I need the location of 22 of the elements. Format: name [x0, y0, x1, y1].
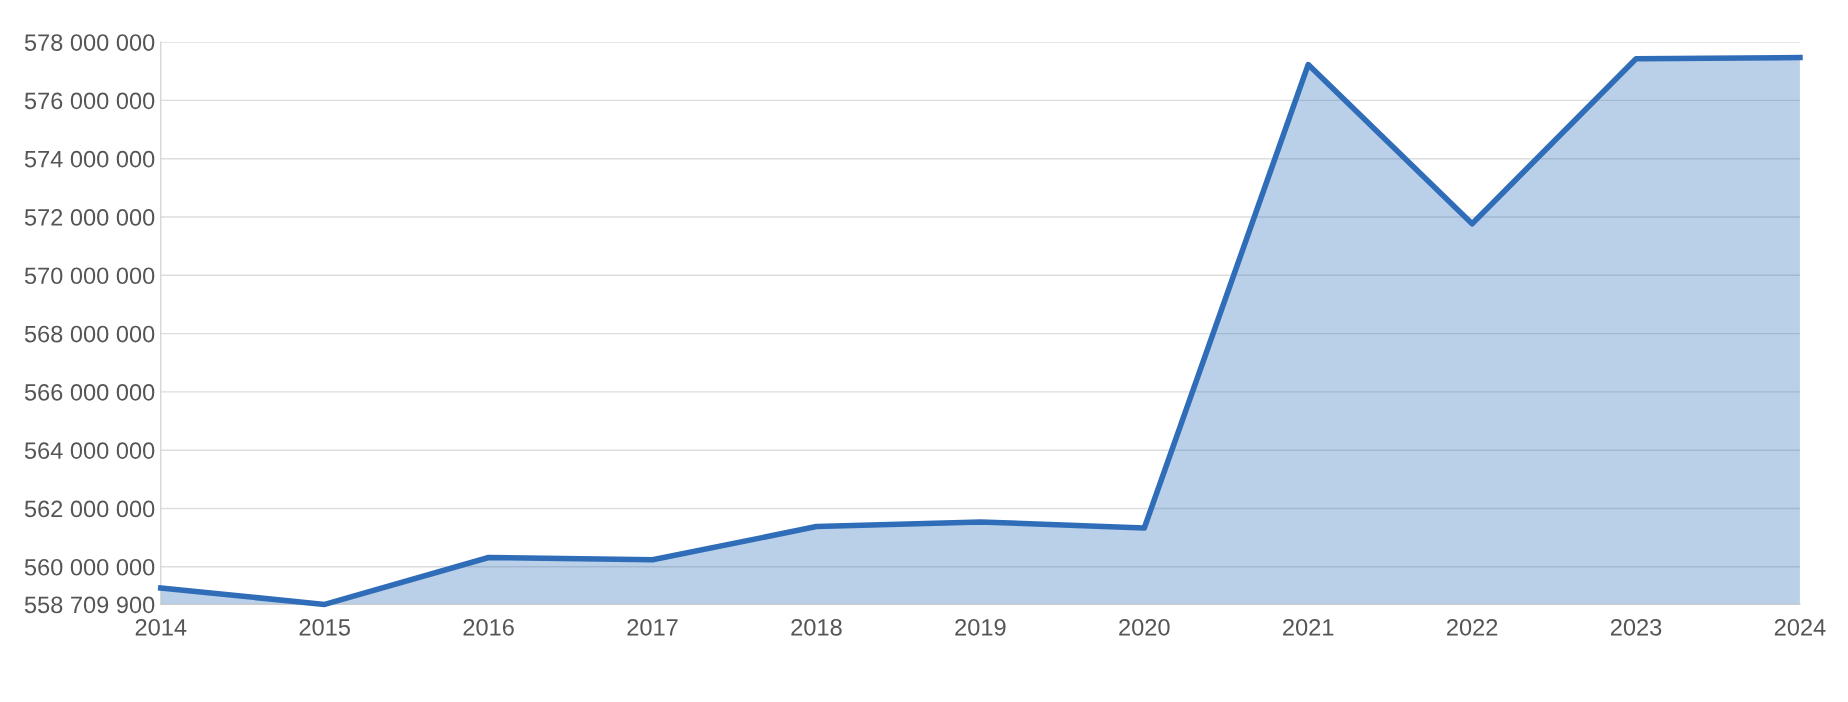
y-tick-label: 568 000 000	[24, 325, 155, 343]
x-tick-label: 2019	[955, 618, 1006, 636]
y-tick-label: 570 000 000	[24, 267, 155, 285]
y-tick-label: 566 000 000	[24, 383, 155, 401]
y-tick-label: 560 000 000	[24, 558, 155, 576]
y-tick-label: 572 000 000	[24, 209, 155, 226]
y-tick-label: 578 000 000	[24, 34, 155, 51]
x-tick-label: 2021	[1283, 618, 1334, 636]
x-tick-label: 2022	[1447, 618, 1498, 636]
x-tick-label: 2018	[791, 618, 842, 636]
x-tick-label: 2020	[1119, 618, 1170, 636]
x-tick-label: 2016	[463, 618, 514, 636]
x-tick-label: 2023	[1610, 618, 1662, 636]
x-tick-label: 2017	[627, 618, 678, 636]
x-tick-label: 2024	[1774, 618, 1826, 636]
y-tick-label: 564 000 000	[24, 442, 155, 459]
y-tick-label: 574 000 000	[24, 150, 155, 168]
y-tick-label: 562 000 000	[24, 500, 155, 518]
y-tick-label: 558 709 900	[24, 596, 155, 614]
y-tick-label: 576 000 000	[24, 92, 155, 110]
x-tick-label: 2014	[135, 618, 187, 636]
x-tick-label: 2015	[299, 618, 350, 636]
